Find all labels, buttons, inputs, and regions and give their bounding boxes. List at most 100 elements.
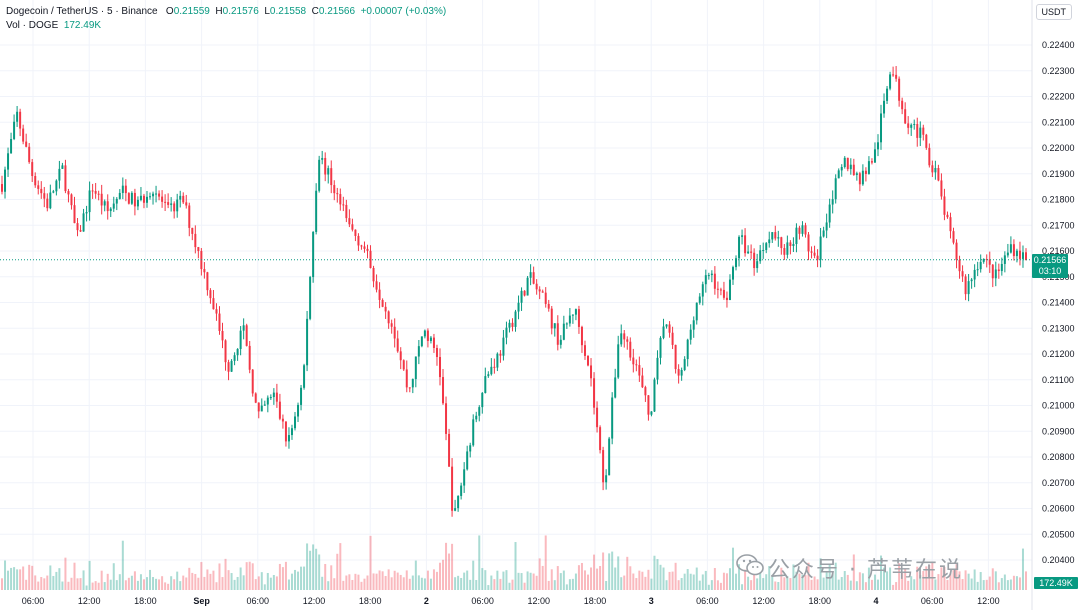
candle-body — [659, 337, 662, 358]
candle-body — [136, 199, 139, 207]
candle-body — [762, 249, 765, 251]
candle-body — [747, 251, 750, 254]
candle-body — [493, 366, 496, 368]
price-axis[interactable]: 0.22400 0.22300 0.22200 0.22100 0.22000 0.219… — [1031, 0, 1075, 610]
candle-body — [1015, 250, 1018, 257]
volume-bar — [943, 566, 946, 590]
volume-bar — [1, 578, 3, 590]
candle-body — [390, 323, 393, 327]
candle-body — [502, 337, 505, 356]
volume-bar — [940, 567, 943, 590]
volume-bar — [411, 575, 414, 590]
candle-body — [4, 169, 7, 192]
volume-bar — [623, 575, 626, 590]
volume-bar — [387, 569, 390, 590]
price-tick-label: 0.21200 — [1042, 349, 1075, 359]
volume-bar — [571, 578, 574, 590]
candle-body — [895, 74, 898, 79]
watermark-text: 公众号 · 芦苇在说 — [768, 558, 963, 583]
candle-body — [369, 250, 372, 268]
open-value: 0.21559 — [173, 6, 210, 17]
volume-bar — [170, 576, 173, 590]
candle-body — [593, 378, 596, 408]
candle-body — [635, 364, 638, 366]
volume-bar — [79, 578, 82, 590]
volume-bar — [499, 578, 502, 590]
candle-body — [372, 267, 375, 282]
candle-body — [85, 212, 88, 214]
volume-bar — [825, 571, 828, 590]
volume-bar — [106, 573, 109, 590]
volume-bar — [759, 568, 762, 590]
volume-bar — [961, 579, 964, 590]
candle-body — [294, 416, 297, 429]
candle-body — [161, 196, 164, 202]
volume-tag: 172.49K — [1034, 577, 1078, 589]
candle-body — [982, 258, 985, 262]
candle-body — [73, 205, 76, 224]
volume-bar — [886, 571, 889, 590]
candle-body — [662, 326, 665, 338]
volume-bar — [272, 575, 275, 590]
volume-bar — [626, 556, 629, 590]
volume-bar — [127, 577, 130, 590]
candle-body — [46, 198, 49, 209]
price-tick-label: 0.21800 — [1042, 195, 1075, 205]
volume-bar — [701, 574, 704, 590]
volume-bar — [278, 563, 281, 590]
volume-bar — [227, 570, 230, 590]
price-tick-label: 0.22400 — [1042, 40, 1075, 50]
time-tick-label: 06:00 — [471, 596, 494, 606]
volume-bar — [931, 561, 934, 590]
candle-body — [297, 404, 300, 417]
volume-bar — [438, 562, 441, 590]
volume-bar — [538, 558, 541, 590]
candle-body — [64, 165, 67, 192]
volume-bar — [719, 582, 722, 590]
candle-body — [608, 438, 611, 476]
volume-bar — [287, 579, 290, 590]
volume-bar — [354, 573, 357, 590]
symbol-title[interactable]: Dogecoin / TetherUS · 5 · Binance — [6, 6, 158, 17]
candle-body — [375, 281, 378, 290]
candle-body — [82, 213, 85, 232]
candle-body — [825, 222, 828, 231]
volume-bar — [124, 580, 127, 590]
candle-body — [266, 397, 269, 405]
candle-body — [671, 332, 674, 345]
candle-body — [402, 360, 405, 370]
volume-bar — [635, 578, 638, 590]
candle-body — [70, 194, 73, 206]
volume-bar — [330, 565, 333, 590]
time-tick-label: 3 — [649, 596, 654, 606]
time-tick-label: Sep — [193, 596, 210, 606]
candle-body — [883, 100, 886, 114]
volume-bar — [541, 565, 544, 590]
candle-body — [550, 308, 553, 329]
candle-body — [846, 157, 849, 170]
volume-bar — [378, 570, 381, 590]
volume-bar — [725, 573, 728, 590]
candle-body — [1021, 252, 1024, 259]
candle-body — [653, 379, 656, 412]
volume-bar — [864, 582, 867, 590]
currency-button[interactable]: USDT — [1035, 4, 1072, 20]
candle-body — [34, 176, 37, 186]
volume-bar — [173, 579, 176, 590]
volume-bar — [37, 581, 40, 590]
volume-bar — [423, 578, 426, 590]
candle-body — [988, 259, 991, 265]
candle-body — [759, 250, 762, 262]
candle-body — [481, 392, 484, 408]
volume-bar — [275, 576, 278, 590]
volume-bar — [321, 576, 324, 590]
volume-label[interactable]: Vol · DOGE — [6, 20, 59, 31]
price-tick-label: 0.21400 — [1042, 298, 1075, 308]
candle-body — [590, 365, 593, 379]
candle-body — [345, 204, 348, 219]
time-tick-label: 18:00 — [809, 596, 832, 606]
time-axis[interactable]: 06:00 12:00 18:00 Sep 06:00 12:00 18:00 2 06:00 1… — [22, 596, 1000, 606]
volume-bar — [40, 577, 43, 590]
volume-bar — [19, 569, 22, 590]
